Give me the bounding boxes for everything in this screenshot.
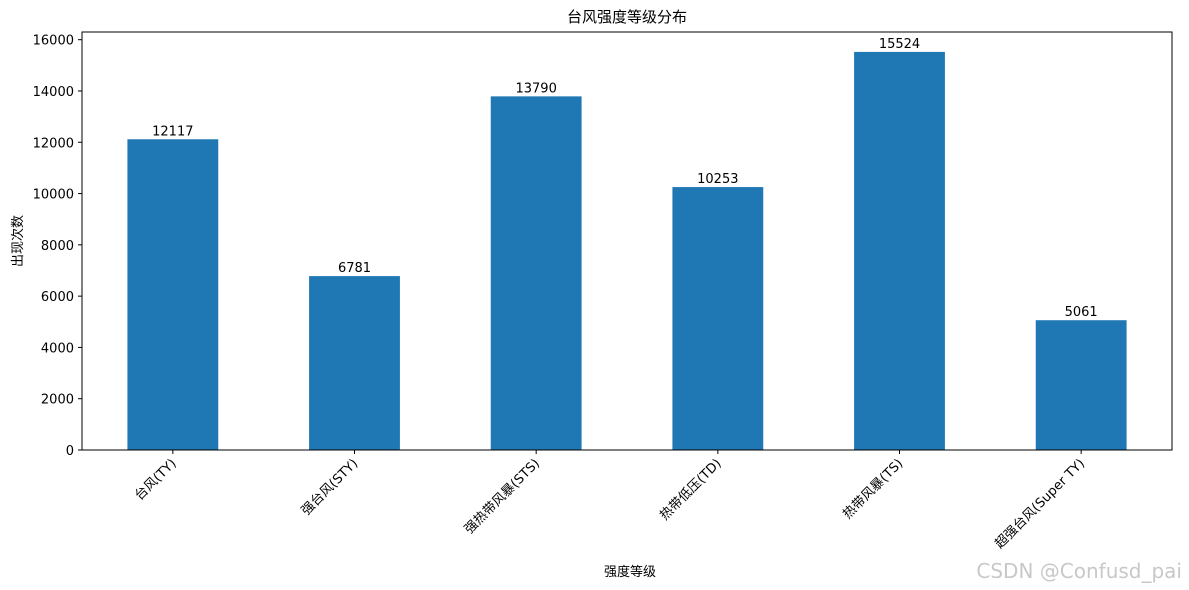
x-tick-label: 热带风暴(TS) <box>840 456 906 522</box>
watermark: CSDN @Confusd_pai <box>976 559 1182 583</box>
y-tick-label: 4000 <box>41 341 74 356</box>
chart-title: 台风强度等级分布 <box>567 8 687 26</box>
x-tick-label: 超强台风(Super TY) <box>992 456 1088 552</box>
x-tick-label: 强热带风暴(STS) <box>462 456 543 537</box>
y-tick-label: 0 <box>66 444 74 459</box>
y-tick-label: 14000 <box>33 85 74 100</box>
x-axis-label: 强度等级 <box>604 564 656 580</box>
x-tick-label: 台风(TY) <box>132 456 179 503</box>
y-tick-label: 10000 <box>33 188 74 203</box>
y-axis-label: 出现次数 <box>10 215 26 267</box>
bar <box>1035 320 1127 450</box>
value-label: 5061 <box>1065 305 1098 320</box>
bar <box>672 187 764 450</box>
bar <box>854 51 945 451</box>
value-label: 13790 <box>515 81 556 96</box>
value-label: 15524 <box>879 37 920 52</box>
value-label: 6781 <box>338 261 371 276</box>
y-tick-label: 2000 <box>41 393 74 408</box>
bar <box>309 276 400 450</box>
y-tick-label: 6000 <box>41 290 74 305</box>
value-label: 12117 <box>152 124 193 139</box>
bar <box>490 96 582 450</box>
x-tick-label: 强台风(STY) <box>299 456 361 518</box>
value-label: 10253 <box>697 172 738 187</box>
plot-frame <box>81 31 1173 451</box>
y-tick-label: 12000 <box>33 136 74 151</box>
y-tick-label: 16000 <box>33 34 74 49</box>
y-tick-label: 8000 <box>41 239 74 254</box>
bar <box>127 139 219 450</box>
x-tick-label: 热带低压(TD) <box>657 456 724 523</box>
